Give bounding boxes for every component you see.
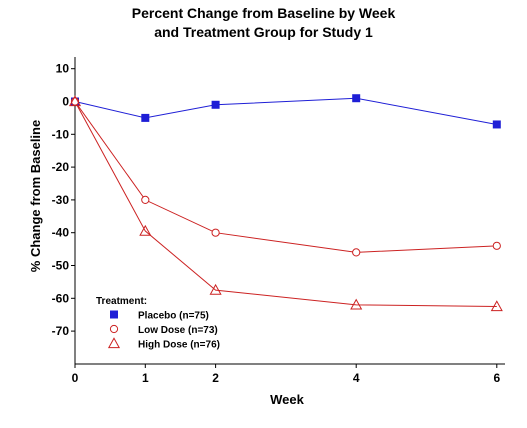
legend-label-3: High Dose (n=76) <box>138 340 220 351</box>
y-tick-label: -40 <box>52 226 70 240</box>
legend-marker-1 <box>111 311 118 318</box>
y-tick-label: -30 <box>52 193 70 207</box>
y-tick-label: -50 <box>52 259 70 273</box>
series-1-point <box>212 101 219 108</box>
y-tick-label: -20 <box>52 160 70 174</box>
series-line-1 <box>75 98 497 124</box>
series-line-2 <box>75 102 497 253</box>
series-1-point <box>493 121 500 128</box>
legend-label-1: Placebo (n=75) <box>138 311 209 322</box>
y-tick-label: -70 <box>52 324 70 338</box>
legend-label-2: Low Dose (n=73) <box>138 325 218 336</box>
series-2-point <box>353 249 360 256</box>
y-axis-title: % Change from Baseline <box>28 120 43 272</box>
x-tick-label: 1 <box>142 371 149 385</box>
y-tick-label: 0 <box>62 95 69 109</box>
series-2-point <box>493 242 500 249</box>
series-2-point <box>212 229 219 236</box>
x-tick-label: 4 <box>353 371 360 385</box>
series-line-3 <box>75 102 497 307</box>
x-tick-label: 0 <box>72 371 79 385</box>
y-tick-label: -10 <box>52 127 70 141</box>
x-tick-label: 2 <box>212 371 219 385</box>
y-tick-label: 10 <box>56 62 70 76</box>
legend-marker-2 <box>110 325 117 332</box>
y-tick-label: -60 <box>52 291 70 305</box>
series-1-point <box>353 95 360 102</box>
series-1-point <box>142 114 149 121</box>
legend-marker-3 <box>109 338 119 347</box>
series-2-point <box>142 196 149 203</box>
legend-title: Treatment: <box>96 296 147 307</box>
x-axis-title: Week <box>270 392 304 407</box>
x-tick-label: 6 <box>493 371 500 385</box>
